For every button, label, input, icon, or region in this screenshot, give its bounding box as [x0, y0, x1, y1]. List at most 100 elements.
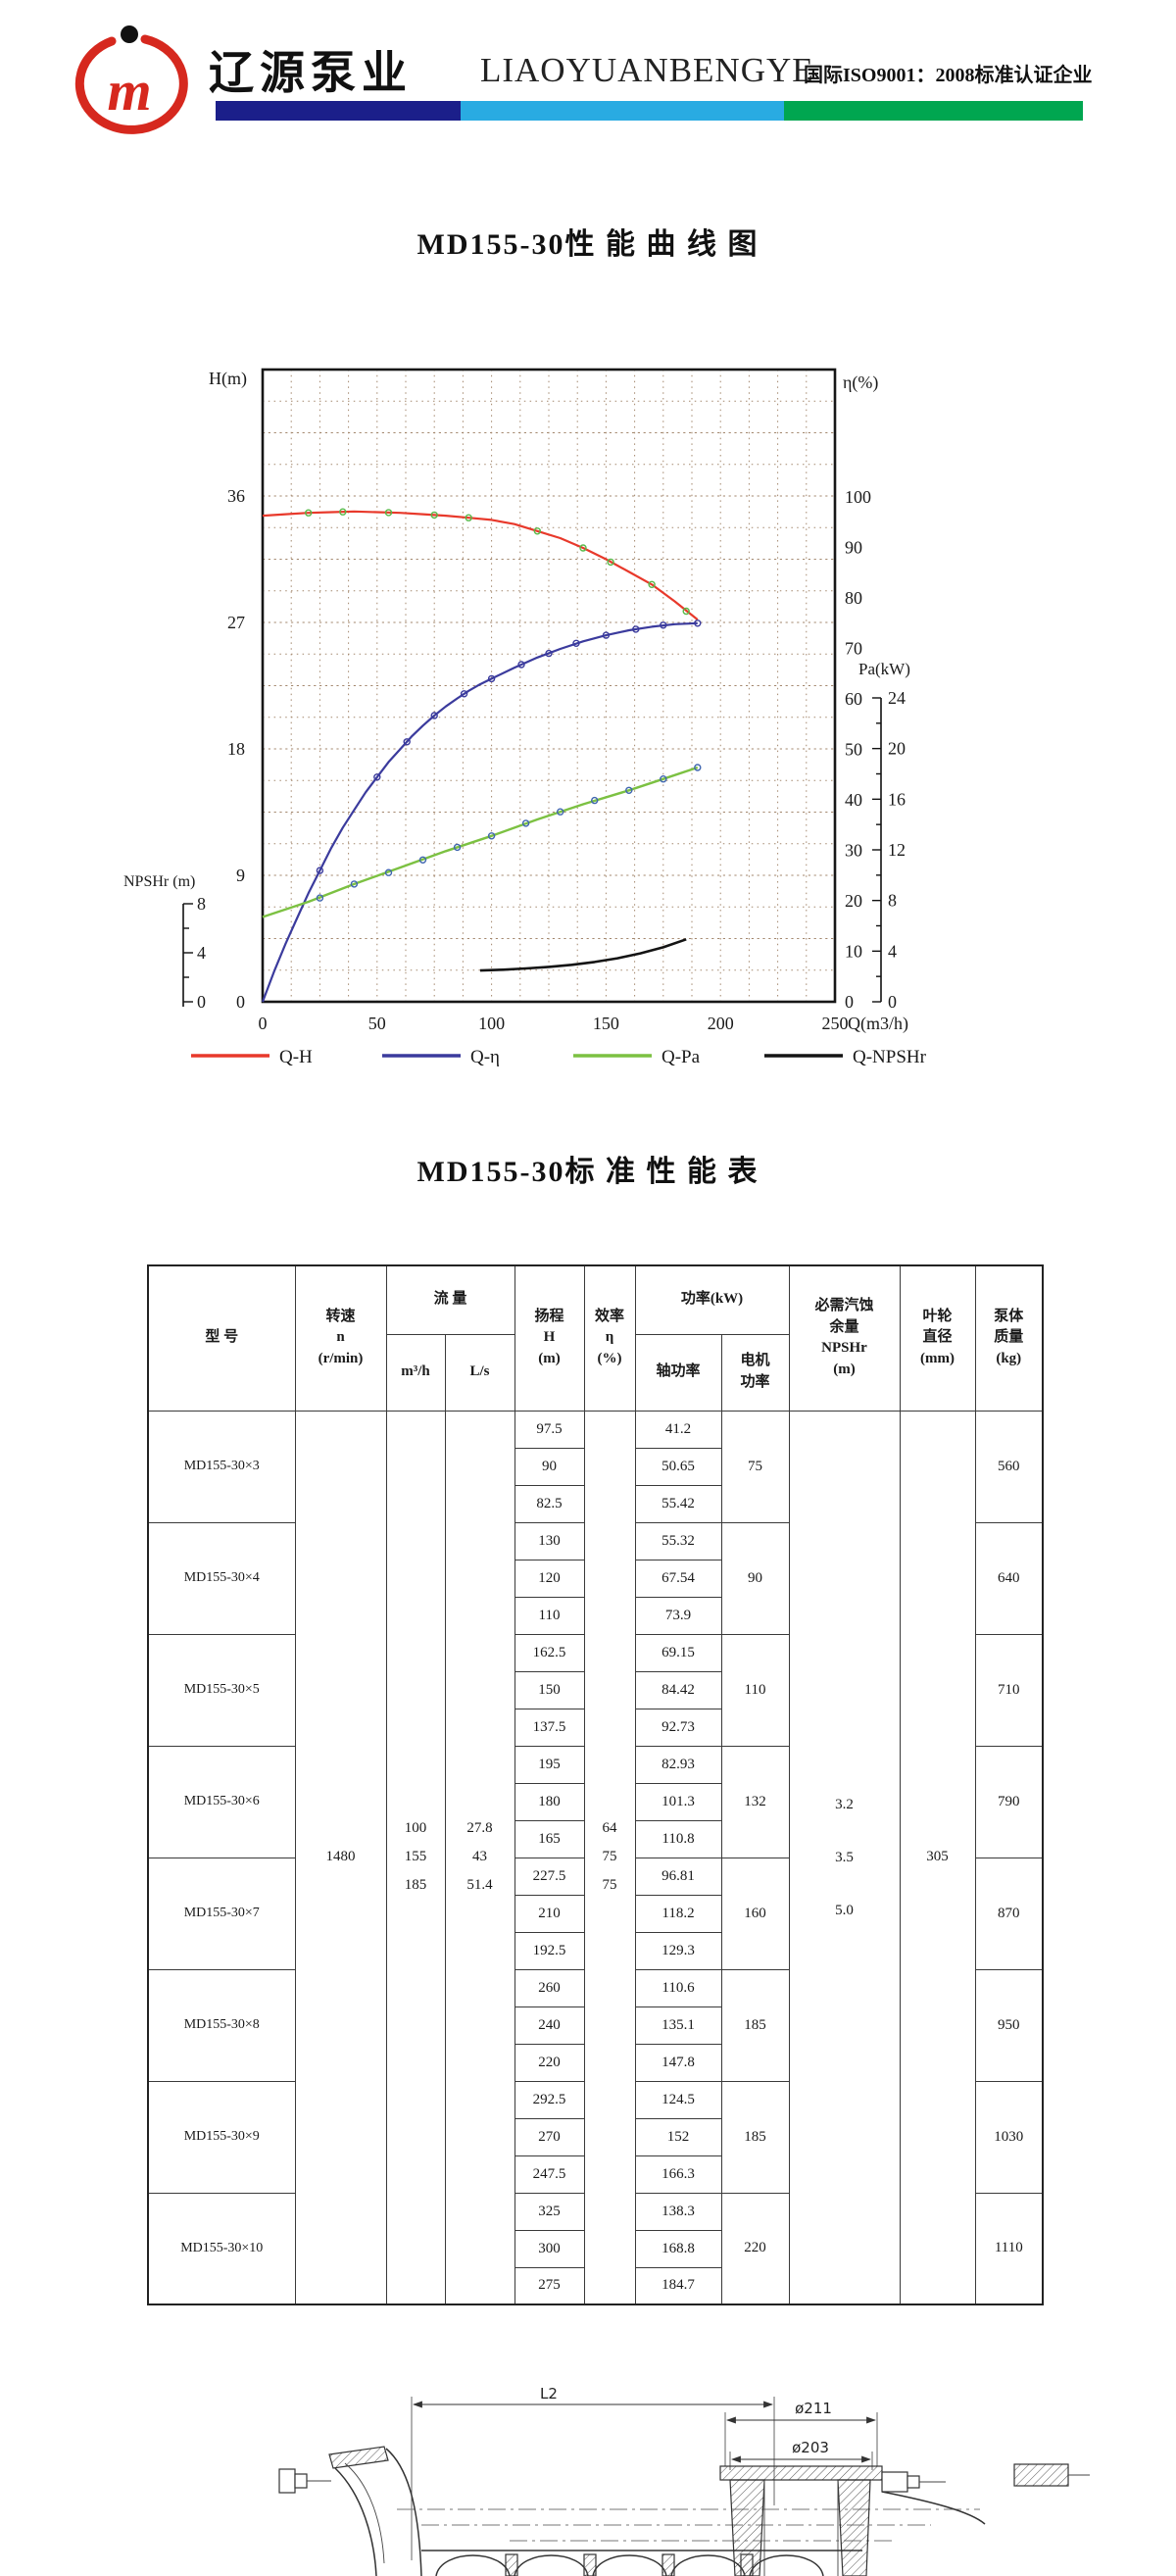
left-inlet-fitting [278, 2446, 422, 2576]
head-cell: 192.5 [514, 1931, 585, 1970]
chart-text: 0 [236, 992, 245, 1012]
shaft-power-cell: 73.9 [634, 1596, 722, 1635]
shaft-power-cell: 110.6 [634, 1968, 722, 2007]
curve-marker [694, 764, 702, 771]
chart-text: 60 [845, 689, 862, 709]
chart-text: 10 [845, 942, 862, 962]
chart-text: 8 [888, 891, 897, 911]
efficiency-cell: 64 75 75 [583, 1410, 636, 2305]
logo-dot-icon [121, 25, 138, 43]
model-cell: MD155-30×8 [147, 1968, 296, 2082]
table-row: 275 184.7 [148, 2266, 1043, 2305]
performance-table: 型 号转速 n (r/min) 流 量扬程 H (m) 效率 η (%) 功率(kW)… [147, 1264, 1045, 2305]
table-row: MD155-30×5 162.5 69.15 110 710 [147, 1633, 1044, 1747]
header-flow-m3h: m³/h [385, 1333, 446, 1412]
curve-marker [316, 867, 324, 874]
model-cell: MD155-30×10 [147, 2192, 296, 2305]
head-cell: 325 [514, 2192, 585, 2231]
chart-text: 200 [708, 1014, 734, 1033]
motor-power-cell: 110 [720, 1633, 790, 1747]
header-motor-power: 电机 功率 [720, 1333, 790, 1412]
company-name-en: LIAOYUANBENGYE [480, 51, 814, 89]
shaft-power-cell: 96.81 [634, 1857, 722, 1896]
header-power: 功率(kW) [634, 1264, 790, 1335]
curve-marker [545, 649, 553, 658]
chart-text: 40 [845, 790, 862, 810]
head-cell: 210 [514, 1894, 585, 1933]
shaft-power-cell: 84.42 [634, 1670, 722, 1709]
mass-cell: 1110 [974, 2192, 1044, 2305]
table-row: 300 168.8 [148, 2229, 1043, 2268]
chart-text: 18 [227, 739, 245, 759]
header-speed: 转速 n (r/min) [294, 1264, 387, 1412]
table-row: 270 152 [148, 2117, 1043, 2156]
shaft-power-cell: 55.32 [634, 1521, 722, 1560]
head-cell: 275 [514, 2266, 585, 2305]
shaft-power-cell: 67.54 [634, 1559, 722, 1598]
speed-cell: 1480 [294, 1410, 387, 2305]
motor-power-cell: 220 [720, 2192, 790, 2305]
curve-marker [465, 514, 472, 521]
curve-marker [572, 639, 580, 647]
shaft-power-cell: 118.2 [634, 1894, 722, 1933]
head-cell: 82.5 [514, 1484, 585, 1523]
table-row: 220 147.8 [148, 2043, 1043, 2082]
chart-text: 100 [845, 487, 871, 507]
header-model: 型 号 [147, 1264, 296, 1412]
mass-cell: 1030 [974, 2080, 1044, 2194]
chart-title: MD155-30性 能 曲 线 图 [416, 228, 760, 261]
chart-text: 90 [845, 538, 862, 558]
mass-cell: 710 [974, 1633, 1044, 1747]
model-cell: MD155-30×5 [147, 1633, 296, 1747]
mass-cell: 560 [974, 1410, 1044, 1523]
flow-m3h-cell: 100 155 185 [385, 1410, 446, 2305]
table-row: MD155-30×7 227.5 96.81 160 870 [147, 1857, 1044, 1970]
chart-text: Q(m3/h) [848, 1014, 908, 1034]
motor-power-cell: 90 [720, 1521, 790, 1635]
head-cell: 162.5 [514, 1633, 585, 1672]
shaft-power-cell: 82.93 [634, 1745, 722, 1784]
head-cell: 227.5 [514, 1857, 585, 1896]
curve-marker [316, 894, 324, 902]
chart-text: 27 [227, 613, 245, 632]
model-cell: MD155-30×6 [147, 1745, 296, 1858]
curve-marker [384, 868, 393, 876]
chart-text: 8 [197, 894, 206, 914]
curve-marker [625, 786, 633, 794]
head-cell: 300 [514, 2229, 585, 2268]
shaft-power-cell: 110.8 [634, 1819, 722, 1858]
curve-marker [607, 558, 614, 567]
dimension-label-l2: L2 [540, 2385, 558, 2403]
chart-text: 0 [259, 1014, 268, 1033]
header-mass: 泵体 质量 (kg) [974, 1264, 1044, 1412]
curve-marker [350, 880, 359, 888]
header-efficiency: 效率 η (%) [583, 1264, 636, 1412]
table-header-row: 型 号转速 n (r/min) 流 量扬程 H (m) 效率 η (%) 功率(kW)… [147, 1264, 1044, 1412]
chart-text: 70 [845, 639, 862, 659]
mass-cell: 870 [974, 1857, 1044, 1970]
brand-color-bar [216, 101, 1083, 121]
chart-text: H(m) [209, 369, 247, 389]
chart-text: Q-H [279, 1047, 313, 1067]
shaft-power-cell: 50.65 [634, 1447, 722, 1486]
curve-marker [418, 856, 427, 864]
table-row: 210 118.2 [148, 1894, 1043, 1933]
chart-text: 0 [845, 992, 854, 1012]
table-row: 120 67.54 [148, 1559, 1043, 1598]
head-cell: 260 [514, 1968, 585, 2007]
table-row: MD155-30×9 292.5 124.5 185 1030 [147, 2080, 1044, 2194]
head-cell: 110 [514, 1596, 585, 1635]
curve-marker [487, 832, 496, 840]
curve-marker [682, 607, 690, 616]
shaft-power-cell: 147.8 [634, 2043, 722, 2082]
head-cell: 240 [514, 2006, 585, 2045]
motor-power-cell: 75 [720, 1410, 790, 1523]
head-cell: 195 [514, 1745, 585, 1784]
table-row: MD155-30×3 1480 100 155 185 27.8 43 51.4 97.… [147, 1410, 1044, 2305]
curve-marker [517, 661, 525, 669]
chart-grid [263, 370, 835, 1002]
curve-marker [487, 674, 496, 683]
shaft-power-cell: 55.42 [634, 1484, 722, 1523]
npshr-cell: 3.2 3.5 5.0 [788, 1410, 901, 2305]
